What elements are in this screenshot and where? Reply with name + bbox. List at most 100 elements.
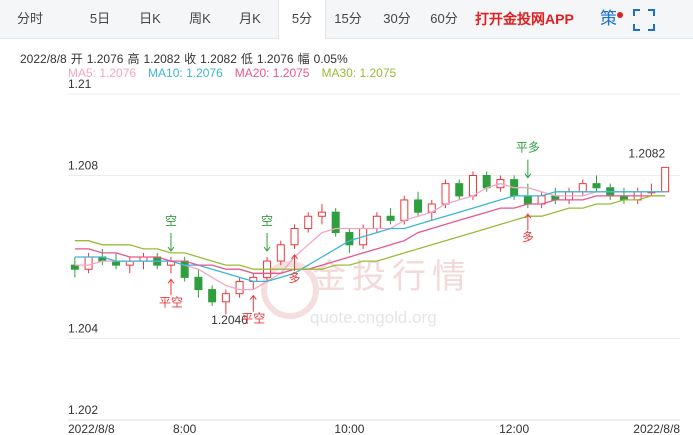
info-date: 2022/8/8 xyxy=(20,52,67,66)
legend-entry: MA20: 1.2075 xyxy=(234,66,310,80)
min-label: 1.2046 xyxy=(211,313,248,327)
signal-arrow xyxy=(291,254,298,271)
candle-body xyxy=(661,166,670,193)
candle-body xyxy=(180,260,189,278)
candle-body xyxy=(235,280,244,295)
signal-arrow xyxy=(524,159,532,179)
ma-line xyxy=(74,195,666,274)
candle-body xyxy=(537,195,546,205)
candle-body xyxy=(551,195,560,201)
tab[interactable]: 15分 xyxy=(334,11,362,26)
candle-body xyxy=(221,293,230,303)
info-key: 低 xyxy=(240,52,253,66)
candle-body xyxy=(441,183,450,205)
signal-arrow xyxy=(167,233,175,252)
x-tick-label: 2022/8/8 xyxy=(633,422,680,435)
candle-body xyxy=(414,199,423,213)
candle-body xyxy=(606,187,615,197)
max-label: 1.2082 xyxy=(628,146,665,160)
info-value: 1.2082 xyxy=(200,52,237,66)
candle-body xyxy=(84,256,93,270)
candle-body xyxy=(359,227,368,246)
candle-body xyxy=(510,179,519,197)
signal-label: 平空 xyxy=(241,312,265,326)
signal-arrow xyxy=(249,294,257,312)
watermark-logo xyxy=(261,261,319,319)
legend-entry: MA30: 1.2075 xyxy=(321,66,397,80)
signal-label: 平多 xyxy=(516,141,540,155)
candle-body xyxy=(98,256,107,262)
tab[interactable]: 月K xyxy=(239,11,261,26)
signal-arrow xyxy=(524,213,532,231)
info-value: 0.05% xyxy=(313,52,348,66)
info-key: 幅 xyxy=(297,52,310,66)
candle-body xyxy=(304,215,313,229)
candle-body xyxy=(112,260,121,266)
app-link[interactable]: 打开金投网APP xyxy=(475,11,574,27)
signal-label: 空 xyxy=(261,214,273,228)
ma-line xyxy=(74,191,666,283)
y-tick-label: 1.204 xyxy=(68,322,98,336)
candle-body xyxy=(125,260,134,266)
candle-body xyxy=(166,260,175,266)
tab[interactable]: 周K xyxy=(189,11,211,26)
candle-body xyxy=(496,179,505,189)
candle-body xyxy=(592,183,601,189)
strategy-button[interactable]: 策 xyxy=(600,9,617,28)
candle-body xyxy=(70,264,79,270)
candle-body xyxy=(139,256,148,262)
info-key: 开 xyxy=(70,52,83,66)
tab[interactable]: 5分 xyxy=(278,0,326,39)
candle-body xyxy=(619,195,628,201)
signal-label: 多 xyxy=(522,230,534,244)
signal-label: 空 xyxy=(165,214,177,228)
candle-body xyxy=(331,211,340,234)
tab[interactable]: 60分 xyxy=(430,11,458,26)
y-tick-label: 1.202 xyxy=(68,403,98,417)
x-tick-label: 12:00 xyxy=(499,422,529,435)
signal-arrow xyxy=(167,278,175,296)
candle-body xyxy=(386,215,395,221)
info-value: 1.2082 xyxy=(143,52,181,66)
signal-arrow xyxy=(263,233,271,252)
tab-bar: 分时 5日 日K 周K 月K 5分 15分 30分 60分 xyxy=(0,0,693,39)
candle-body xyxy=(565,191,574,201)
candle-body xyxy=(482,175,491,189)
candle-body xyxy=(523,195,532,205)
ma-legend: MA5: 1.2076 MA10: 1.2076 MA20: 1.2075 MA30:… xyxy=(68,66,408,80)
candle-body xyxy=(194,276,203,291)
signal-label: 平空 xyxy=(159,295,183,309)
info-value: 1.2076 xyxy=(86,52,124,66)
tab[interactable]: 分时 xyxy=(16,11,43,26)
candle-body xyxy=(249,276,258,282)
ma-line xyxy=(74,195,666,270)
ma-line xyxy=(74,182,666,291)
candle-body xyxy=(633,191,642,201)
candle-body xyxy=(263,260,272,278)
x-tick-label: 2022/8/8 xyxy=(68,422,115,435)
x-tick-label: 8:00 xyxy=(173,422,197,435)
candle-body xyxy=(578,183,587,193)
tab[interactable]: 日K xyxy=(139,11,161,26)
candle-body xyxy=(468,175,477,197)
candle-body xyxy=(208,289,217,303)
tab[interactable]: 5日 xyxy=(89,11,111,26)
info-key: 高 xyxy=(127,52,140,66)
candle-body xyxy=(372,215,381,229)
candle-body xyxy=(153,256,162,266)
x-tick-label: 10:00 xyxy=(334,422,364,435)
candle-body xyxy=(345,232,354,246)
legend-entry: MA5: 1.2076 xyxy=(68,66,137,80)
candle-body xyxy=(276,244,285,262)
candle-body xyxy=(290,227,299,246)
watermark-url: quote.cngold.org xyxy=(310,308,437,327)
candle-body xyxy=(400,199,409,221)
badge-dot xyxy=(617,12,623,18)
candle-body xyxy=(427,203,436,213)
tab[interactable]: 30分 xyxy=(383,11,411,26)
signal-label: 多 xyxy=(288,271,300,285)
watermark-brand: 金投行情 xyxy=(312,258,472,296)
candle-body xyxy=(455,183,464,197)
candle-body xyxy=(647,191,656,194)
